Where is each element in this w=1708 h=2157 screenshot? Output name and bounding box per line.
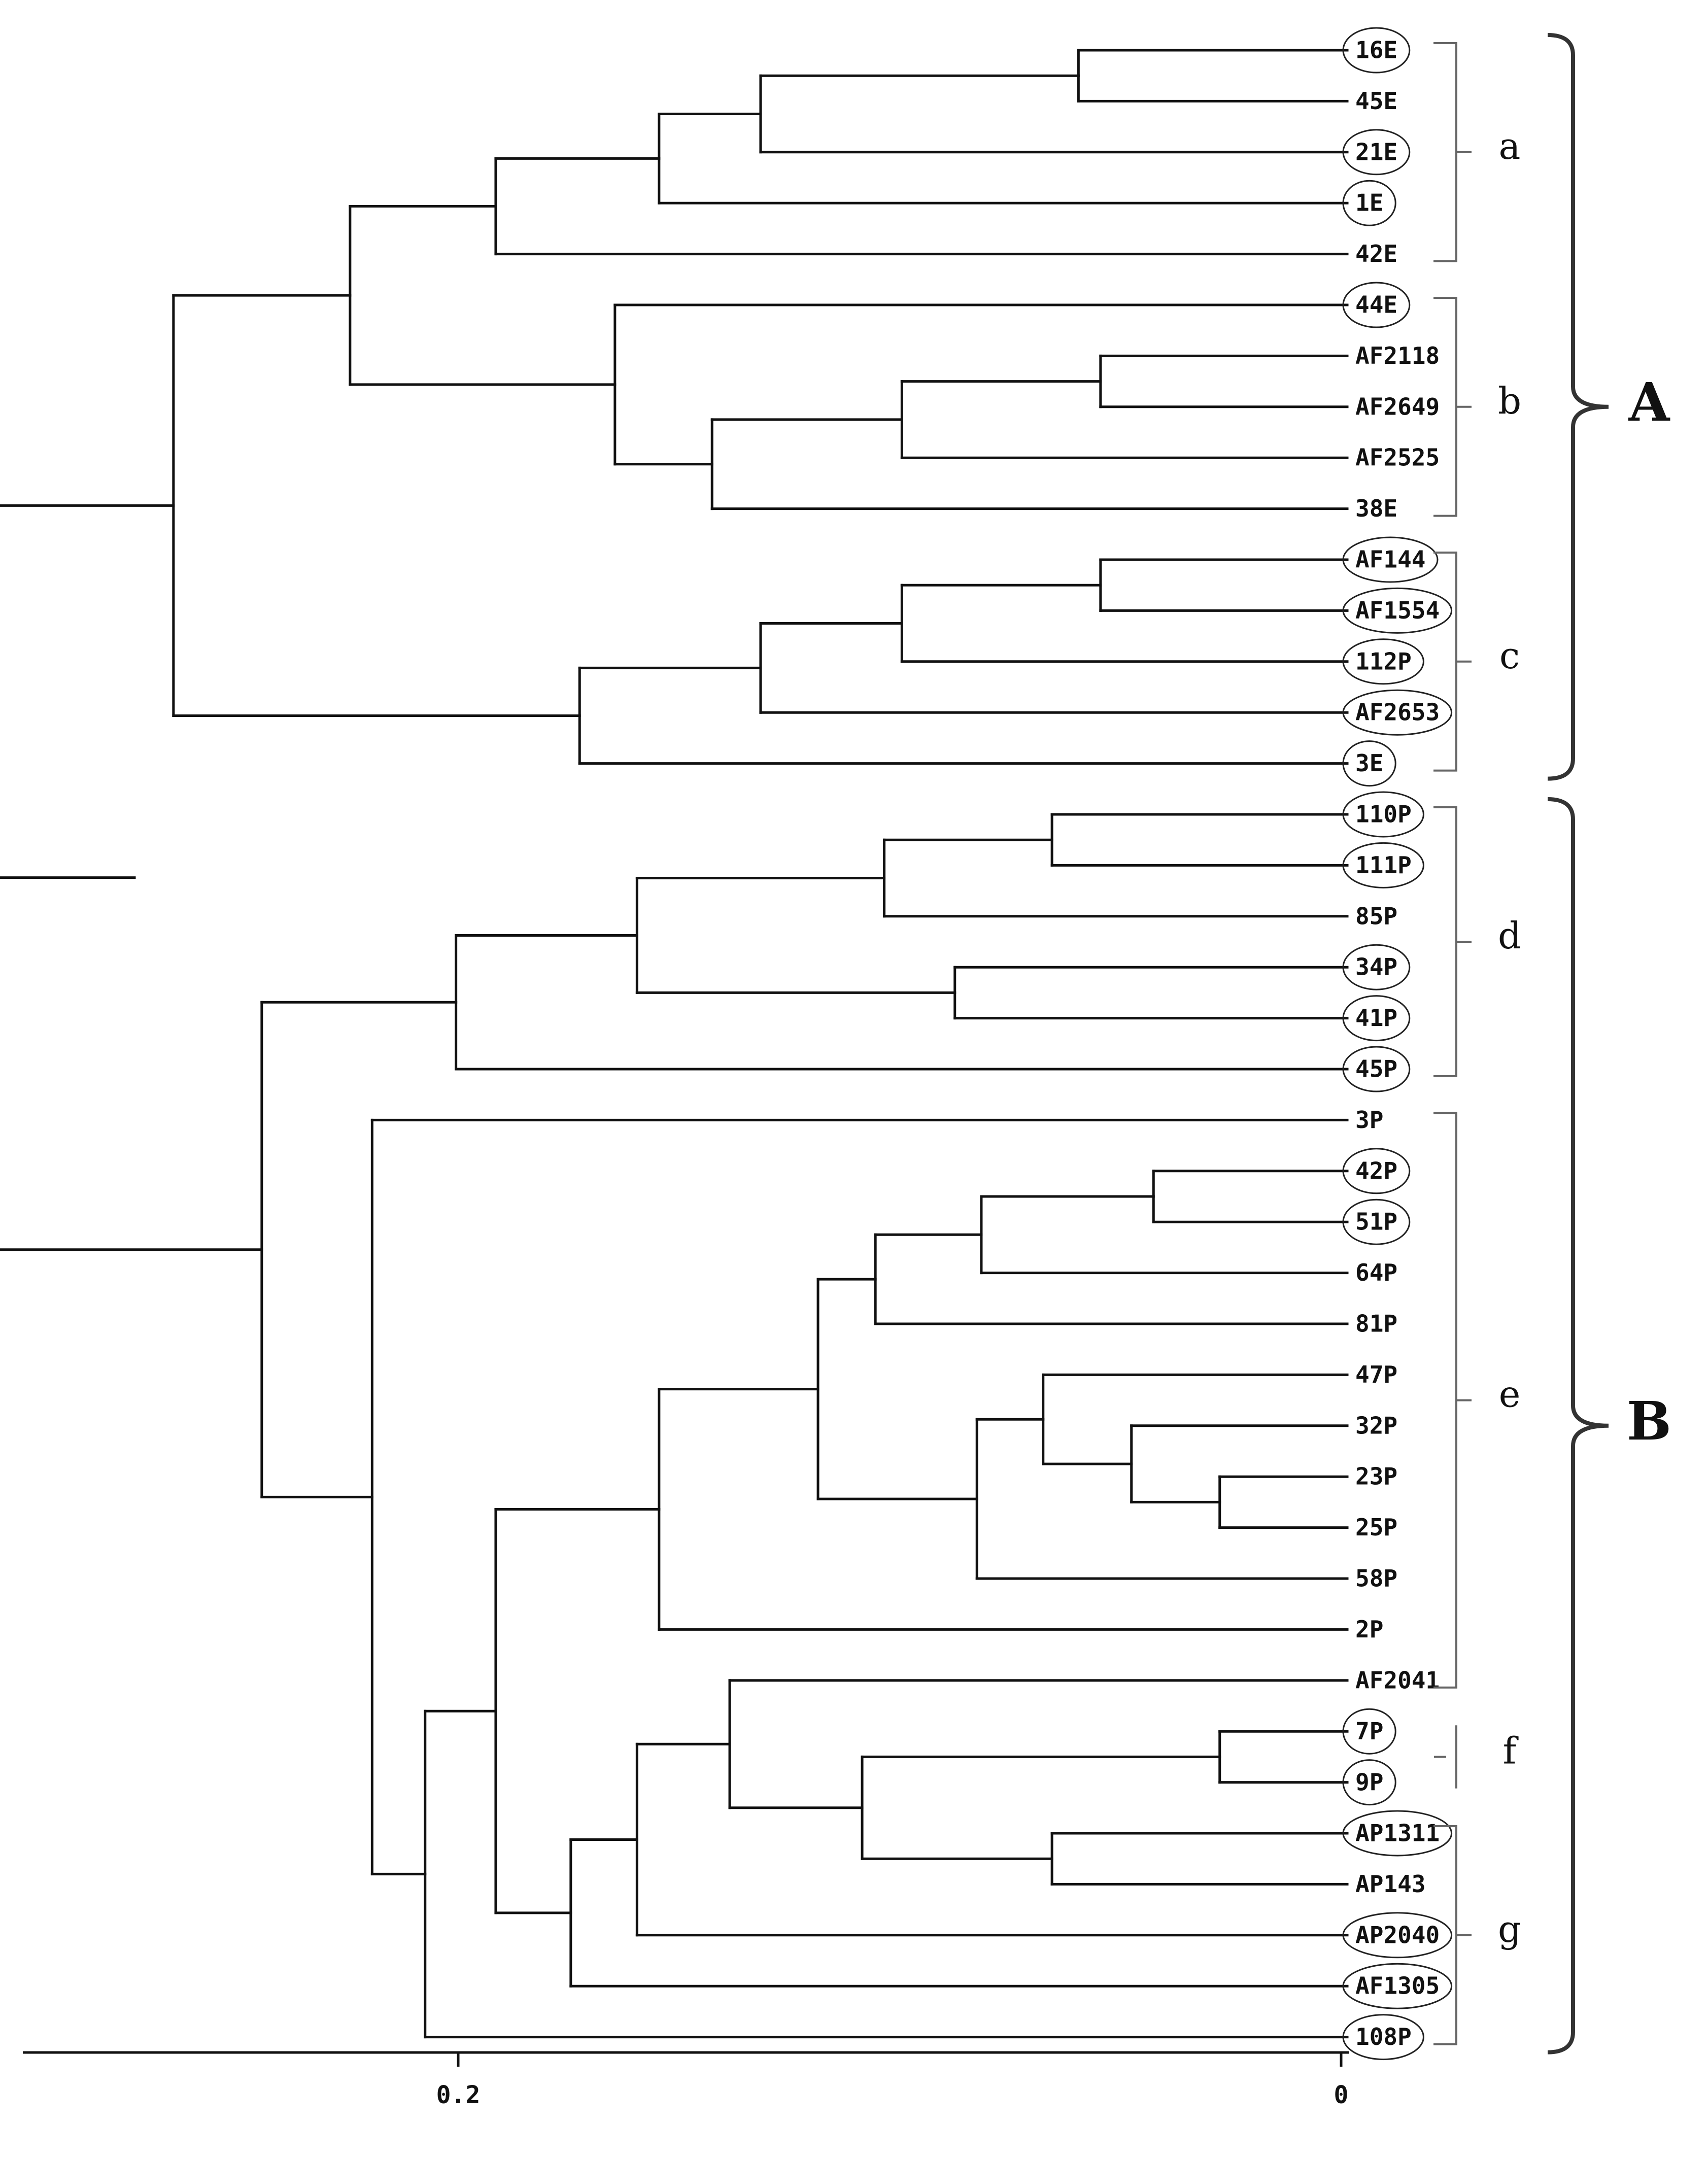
leaf-label: 21E	[1355, 138, 1397, 165]
highlight-oval	[1342, 282, 1411, 328]
leaf-label: 32P	[1355, 1412, 1397, 1439]
leaf-labels: 16E 45E 21E 1E 42E 44E AF2118 AF2649 AF2525 38E AF…	[1355, 37, 1440, 2051]
subcluster-bracket	[1433, 1825, 1472, 2045]
leaf-label: 3E	[1355, 749, 1383, 777]
leaf-label: AF2041	[1355, 1666, 1440, 1694]
leaf-label: 45E	[1355, 87, 1397, 115]
leaf-label: 111P	[1355, 851, 1412, 879]
leaf-label: 23P	[1355, 1463, 1397, 1490]
highlight-oval	[1342, 129, 1411, 176]
leaf-label: AF2649	[1355, 393, 1440, 420]
subcluster-label-g: g	[1498, 1908, 1521, 1950]
highlight-oval	[1342, 791, 1424, 838]
subcluster-bracket	[1433, 806, 1472, 1077]
subcluster-bracket	[1433, 297, 1472, 517]
leaf-label: 3P	[1355, 1106, 1383, 1134]
leaf-label: 45P	[1355, 1055, 1397, 1083]
distance-axis: 0.2 0	[23, 2051, 1349, 2109]
cluster-brace	[1547, 33, 1609, 781]
leaf-label: AP1311	[1355, 1820, 1440, 1847]
leaf-label: 42E	[1355, 240, 1397, 267]
leaf-label: 34P	[1355, 953, 1397, 981]
highlight-oval	[1342, 1963, 1453, 2009]
cluster-brace	[1547, 797, 1609, 2055]
subcluster-bracket	[1433, 42, 1472, 262]
leaf-label: 7P	[1355, 1718, 1383, 1745]
subcluster-label-f: f	[1503, 1729, 1519, 1772]
subcluster-label-c: c	[1499, 634, 1520, 677]
highlight-oval	[1342, 689, 1453, 736]
highlight-oval	[1342, 842, 1424, 888]
highlight-oval	[1342, 1810, 1453, 1857]
leaf-label: 47P	[1355, 1361, 1397, 1388]
cluster-label-A: A	[1628, 371, 1670, 433]
leaf-label: AF2653	[1355, 699, 1440, 726]
leaf-highlight-ovals	[1342, 27, 1453, 2061]
highlight-oval	[1342, 1046, 1411, 1092]
subcluster-label-a: a	[1499, 125, 1521, 167]
leaf-label: 58P	[1355, 1565, 1397, 1592]
highlight-oval	[1342, 1912, 1453, 1959]
highlight-oval	[1342, 2014, 1424, 2061]
leaf-label: AF1554	[1355, 597, 1440, 624]
leaf-label: 108P	[1355, 2023, 1412, 2050]
highlight-oval	[1342, 180, 1396, 226]
highlight-oval	[1342, 1708, 1396, 1755]
subcluster-bracket	[1433, 1112, 1472, 1689]
leaf-label: 112P	[1355, 647, 1412, 675]
leaf-label: 25P	[1355, 1514, 1397, 1541]
subcluster-label-e: e	[1499, 1373, 1521, 1416]
leaf-label: 64P	[1355, 1259, 1397, 1286]
highlight-oval	[1342, 1148, 1411, 1194]
leaf-label: 110P	[1355, 801, 1412, 828]
leaf-label: AP143	[1355, 1870, 1425, 1898]
subcluster-label-b: b	[1498, 380, 1521, 422]
highlight-oval	[1342, 1199, 1411, 1245]
subcluster-bracket	[1433, 552, 1472, 772]
leaf-label: 51P	[1355, 1208, 1397, 1236]
highlight-oval	[1342, 740, 1396, 787]
leaf-label: AF144	[1355, 546, 1425, 573]
leaf-label: 9P	[1355, 1768, 1383, 1796]
leaf-label: 44E	[1355, 291, 1397, 319]
leaf-label: 42P	[1355, 1157, 1397, 1184]
leaf-label: AF1305	[1355, 1972, 1440, 2000]
leaf-label: 85P	[1355, 902, 1397, 930]
axis-tick-label: 0.2	[436, 2081, 481, 2109]
highlight-oval	[1342, 587, 1453, 634]
tree-branches	[0, 49, 1349, 2039]
axis-tick-label: 0	[1334, 2081, 1349, 2109]
leaf-label: 41P	[1355, 1004, 1397, 1032]
highlight-oval	[1342, 638, 1424, 685]
cluster-braces: AB	[1547, 33, 1671, 2055]
leaf-label: AF2525	[1355, 444, 1440, 471]
highlight-oval	[1342, 27, 1411, 74]
highlight-oval	[1342, 995, 1411, 1042]
highlight-oval	[1342, 1759, 1396, 1806]
subcluster-label-d: d	[1498, 914, 1521, 957]
leaf-label: AF2118	[1355, 342, 1440, 369]
leaf-label: 1E	[1355, 189, 1383, 217]
highlight-oval	[1342, 944, 1411, 990]
leaf-label: 81P	[1355, 1310, 1397, 1338]
cluster-label-B: B	[1627, 1390, 1671, 1452]
highlight-oval	[1342, 536, 1439, 583]
leaf-label: AP2040	[1355, 1921, 1440, 1948]
leaf-label: 16E	[1355, 37, 1397, 64]
subcluster-brackets: a b c d e f g	[1433, 42, 1521, 2045]
leaf-label: 2P	[1355, 1616, 1383, 1643]
leaf-label: 38E	[1355, 495, 1397, 522]
